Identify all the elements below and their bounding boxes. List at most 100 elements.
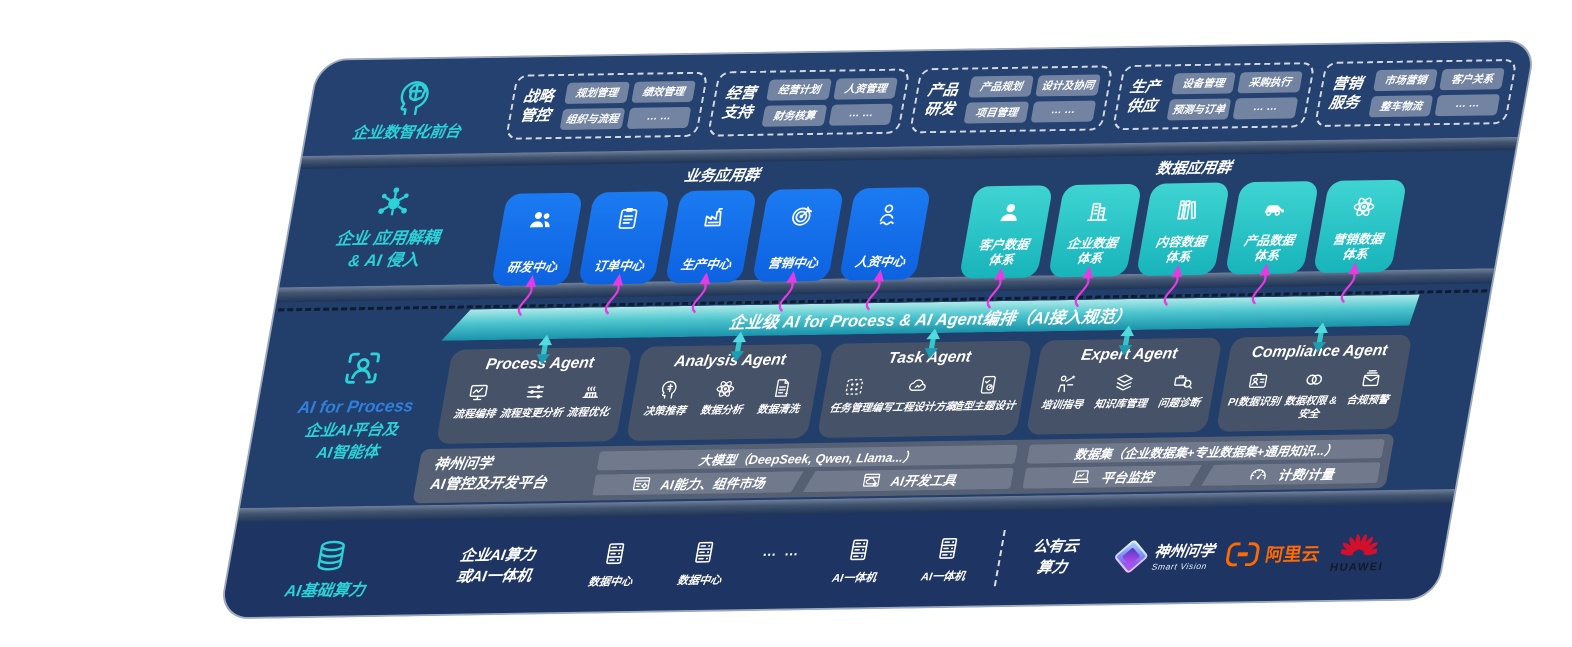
dataset-box: 数据集（企业数据集+专业数据集+通用知识...） 平台监控 计费/计量 — [1023, 439, 1385, 489]
vendor-logos: 神州问学 Smart Vision 阿里云 HUAWEI — [1089, 531, 1447, 578]
node-ellipsis: … … — [761, 542, 803, 559]
agent-item: PI数据识别 — [1224, 369, 1288, 410]
app-box-rd-center: 研发中心 — [490, 192, 584, 287]
tag: 设计及协同 — [1035, 74, 1101, 97]
llm-bar: 大模型（DeepSeek, Qwen, Llama...） — [596, 444, 1019, 471]
tag: 经营计划 — [766, 78, 832, 101]
tag: 市场营销 — [1372, 69, 1439, 92]
dev-tools-icon — [859, 470, 884, 491]
compute-nodes: 数据中心 数据中心 … … AI一体机 AI一体机 — [564, 534, 995, 590]
server-icon — [932, 534, 964, 562]
data-box-enterprise: 企业数据 体系 — [1047, 183, 1142, 278]
data-box-customer: 客户数据 体系 — [958, 185, 1054, 279]
huawei-flower-icon — [1340, 532, 1381, 561]
agent-item: 编写工程设计方案 — [871, 374, 959, 415]
agent-item: 数据分析 — [692, 377, 756, 418]
marketing-atom-icon — [1348, 193, 1380, 221]
business-group-title: 业务应用群 — [682, 166, 761, 186]
tag: 采购执行 — [1237, 71, 1303, 94]
team-icon — [525, 206, 557, 234]
tag: 预测与订单 — [1166, 98, 1232, 121]
product-car-icon — [1259, 194, 1291, 222]
cell-billing: 计费/计量 — [1201, 462, 1381, 486]
decoupling-band: 企业 应用解耦 & AI 侵入 业务应用群 研发中心 订单中心 生产中心 — [279, 149, 1516, 288]
llm-box: 大模型（DeepSeek, Qwen, Llama...） AI能力、组件市场 … — [592, 444, 1019, 496]
agent-card-expert: Expert Agent 培训指导 知识库管理 问题诊断 — [1025, 337, 1223, 435]
app-box-order-center: 订单中心 — [577, 191, 671, 285]
front-office-band: 企业数智化前台 战略 管控 规划管理 绩效管理 组织与流程 … … 经营 支持 — [302, 41, 1535, 157]
agent-item: 培训指导 — [1034, 372, 1094, 413]
platform-monitor-icon — [1069, 467, 1094, 488]
factory-icon — [699, 203, 731, 231]
front-office-groups: 战略 管控 规划管理 绩效管理 组织与流程 … … 经营 支持 经营计划 人资管理 — [504, 58, 1518, 140]
agent-item: 流程优化 — [558, 379, 622, 420]
compute-label: AI基础算力 — [223, 535, 434, 601]
molecule-icon — [370, 183, 417, 224]
agent-item: 决策推荐 — [635, 378, 699, 419]
architecture-panel: 企业数智化前台 战略 管控 规划管理 绩效管理 组织与流程 … … 经营 支持 — [218, 39, 1537, 620]
agent-item: 造型主题设计 — [951, 373, 1021, 414]
aliyun-logo: 阿里云 — [1224, 540, 1322, 568]
tag: 设备管理 — [1170, 72, 1237, 95]
machine-icon — [578, 379, 605, 402]
cloud-design-icon — [904, 374, 931, 397]
tag: … … — [828, 103, 894, 126]
tag: 组织与流程 — [559, 107, 625, 130]
database-icon — [310, 537, 352, 574]
tag: 人资管理 — [832, 77, 899, 100]
layers-icon — [1111, 371, 1138, 394]
app-box-hr-center: 人资中心 — [838, 187, 932, 281]
training-icon — [1052, 372, 1079, 395]
decision-head-icon — [655, 378, 682, 401]
ai-platform-band: 企业级 AI for Process & AI Agent编排（AI接入规范） … — [239, 283, 1497, 509]
group-operation: 经营 支持 经营计划 人资管理 财务核算 … … — [707, 68, 911, 137]
tag: … … — [626, 106, 692, 129]
person-focus-icon — [338, 347, 387, 390]
agent-item: 问题诊断 — [1151, 370, 1211, 411]
node-datacenter: 数据中心 — [564, 539, 662, 590]
tag: 绩效管理 — [630, 80, 697, 103]
ai-for-process-label: AI for Process 企业AI平台及 AI智能体 — [248, 345, 465, 465]
tag: … … — [1232, 97, 1299, 120]
server-icon — [599, 539, 631, 567]
server-icon — [688, 538, 720, 566]
permission-link-icon — [1301, 368, 1328, 391]
brain-head-icon — [388, 75, 437, 118]
id-card-icon — [1244, 369, 1271, 392]
app-box-production-center: 生产中心 — [664, 189, 758, 284]
cell-dev-tools: AI开发工具 — [803, 468, 1014, 492]
agent-item: 数据权限 & 安全 — [1279, 368, 1345, 422]
data-app-group: 数据应用群 客户数据 体系 企业数据 体系 内容数据 体系 — [958, 154, 1412, 279]
agent-card-compliance: Compliance Agent PI数据识别 数据权限 & 安全 合规预警 — [1215, 334, 1413, 432]
customer-user-icon — [994, 199, 1026, 227]
agent-cards: Process Agent 流程编排 流程变更分析 流程优化 Analysis … — [435, 334, 1413, 445]
node-datacenter: 数据中心 — [653, 538, 751, 589]
enterprise-building-icon — [1082, 197, 1114, 225]
server-icon — [843, 536, 875, 564]
huawei-logo: HUAWEI — [1329, 531, 1389, 573]
aliyun-bracket-icon — [1224, 542, 1261, 567]
tag: 项目管理 — [963, 101, 1030, 124]
tag: 规划管理 — [564, 81, 630, 104]
tag: … … — [1030, 100, 1096, 123]
tag: 整车物流 — [1368, 95, 1434, 118]
tag: 产品规划 — [968, 75, 1034, 98]
cell-monitor: 平台监控 — [1023, 465, 1203, 489]
node-ai-appliance: AI一体机 — [808, 535, 906, 586]
group-marketing-service: 营销 服务 市场营销 客户关系 整车物流 … … — [1313, 58, 1518, 128]
public-cloud-text: 公有云 算力 — [1031, 537, 1080, 577]
tag: 财务核算 — [761, 104, 828, 127]
group-strategy: 战略 管控 规划管理 绩效管理 组织与流程 … … — [504, 71, 709, 140]
target-icon — [786, 202, 818, 230]
smartvision-logo: 神州问学 Smart Vision — [1113, 538, 1217, 574]
tag: 客户关系 — [1439, 68, 1505, 91]
enterprise-compute-text: 企业AI算力 或AI一体机 — [454, 546, 537, 586]
compute-band: AI基础算力 企业AI算力 或AI一体机 数据中心 数据中心 … … AI一体机 — [220, 503, 1453, 618]
agent-item: 数据清洗 — [748, 376, 812, 417]
group-product-rd: 产品 研发 产品规划 设计及协同 项目管理 … … — [909, 65, 1114, 134]
data-box-marketing: 营销数据 体系 — [1312, 179, 1408, 274]
component-market-icon — [629, 474, 654, 495]
decoupling-label: 企业 应用解耦 & AI 侵入 — [279, 168, 500, 287]
content-books-icon — [1171, 196, 1203, 224]
